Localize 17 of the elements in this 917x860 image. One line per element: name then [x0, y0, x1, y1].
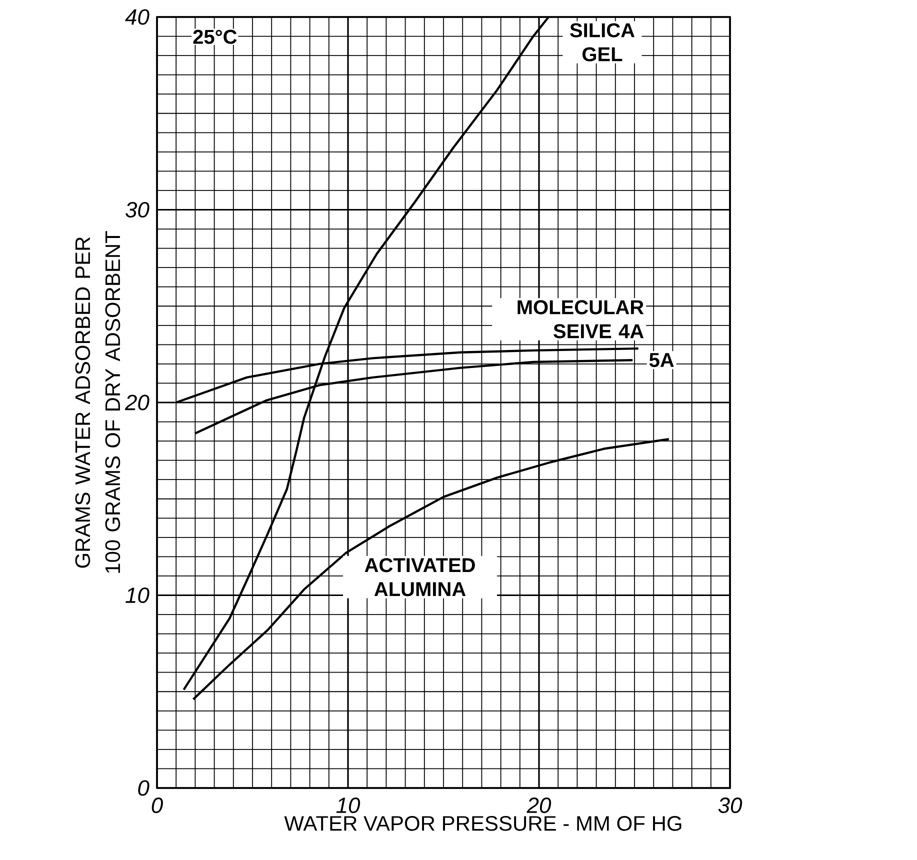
y-tick-label: 30	[126, 202, 150, 218]
x-tick-label: 10	[336, 798, 360, 814]
y-tick-label: 40	[125, 9, 150, 25]
y-axis-title: GRAMS WATER ADSORBED PER 100 GRAMS OF DRY ADSORBENT	[75, 231, 120, 573]
x-axis-title: WATER VAPOR PRESSURE - MM OF HG	[284, 816, 682, 831]
x-tick-label: 30	[718, 798, 742, 814]
x-tick-label: 0	[152, 798, 163, 814]
line-series	[192, 438, 670, 700]
series-label: 5A	[649, 353, 674, 368]
x-tick-label: 20	[526, 798, 552, 814]
y-tick-label: 0	[138, 780, 150, 796]
series-label: SILICA GEL	[570, 23, 635, 62]
annotation: 25°C	[193, 30, 237, 44]
y-tick-label: 10	[126, 587, 150, 604]
series-label: MOLECULAR SEIVE 4A	[518, 300, 644, 338]
series-label: ACTIVATED ALUMINA	[364, 558, 475, 596]
y-tick-label: 20	[124, 394, 150, 410]
